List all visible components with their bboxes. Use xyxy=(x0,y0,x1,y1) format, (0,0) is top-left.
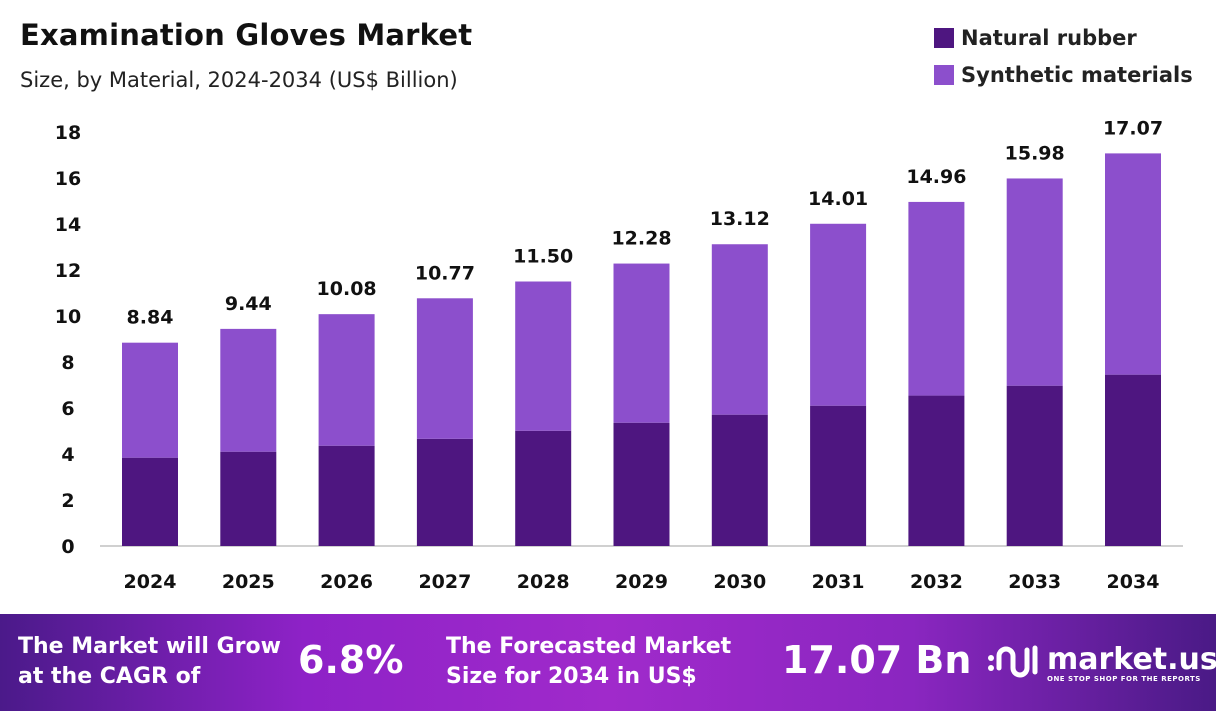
y-tick-label: 12 xyxy=(55,260,81,282)
y-tick-label: 18 xyxy=(55,122,81,144)
forecast-value: 17.07 Bn xyxy=(782,638,972,682)
legend-swatch xyxy=(934,65,954,85)
x-tick-label: 2031 xyxy=(812,571,865,593)
logo-text: market.us xyxy=(1047,641,1216,677)
cagr-label-line: The Market will Grow xyxy=(18,634,281,659)
bar-natural-rubber xyxy=(1006,385,1063,546)
bar-natural-rubber xyxy=(908,395,965,546)
legend-label: Natural rubber xyxy=(961,26,1137,50)
bar-natural-rubber xyxy=(810,405,867,546)
bar-synthetic-materials xyxy=(1105,153,1161,375)
x-tick-label: 2027 xyxy=(418,571,471,593)
x-tick-label: 2030 xyxy=(713,571,766,593)
x-tick-label: 2028 xyxy=(517,571,570,593)
y-tick-label: 4 xyxy=(61,444,74,466)
x-tick-label: 2034 xyxy=(1107,571,1160,593)
bar-synthetic-materials xyxy=(416,298,473,439)
bar-natural-rubber xyxy=(220,451,277,546)
total-data-label: 14.96 xyxy=(906,166,966,188)
x-tick-label: 2032 xyxy=(910,571,963,593)
y-tick-label: 16 xyxy=(55,168,81,190)
chart-title: Examination Gloves Market xyxy=(20,18,473,52)
total-data-label: 12.28 xyxy=(611,228,671,250)
legend-label: Synthetic materials xyxy=(961,63,1193,87)
y-tick-label: 10 xyxy=(55,306,81,328)
y-tick-label: 2 xyxy=(61,490,74,512)
logo-icon xyxy=(988,645,1038,678)
cagr-label-line: at the CAGR of xyxy=(18,664,201,689)
bar-natural-rubber xyxy=(613,422,670,546)
total-data-label: 15.98 xyxy=(1005,142,1065,164)
total-data-label: 17.07 xyxy=(1103,117,1163,139)
bar-natural-rubber xyxy=(416,438,473,546)
legend-item-natural-rubber: Natural rubber xyxy=(934,26,1193,50)
footer-banner: The Market will Grow at the CAGR of 6.8% … xyxy=(0,614,1216,711)
y-tick-label: 0 xyxy=(61,536,74,558)
bar-natural-rubber xyxy=(711,414,768,546)
total-data-label: 11.50 xyxy=(513,246,573,268)
x-tick-label: 2024 xyxy=(124,571,177,593)
cagr-label: The Market will Grow at the CAGR of xyxy=(18,632,281,692)
forecast-label-line: Size for 2034 in US$ xyxy=(446,664,697,689)
bar-synthetic-materials xyxy=(220,328,277,452)
logo-tagline: ONE STOP SHOP FOR THE REPORTS xyxy=(1047,674,1201,683)
y-tick-label: 6 xyxy=(61,398,74,420)
legend: Natural rubber Synthetic materials xyxy=(934,26,1193,100)
total-data-label: 10.08 xyxy=(317,278,377,300)
y-tick-label: 8 xyxy=(61,352,74,374)
x-tick-label: 2029 xyxy=(615,571,668,593)
total-data-label: 10.77 xyxy=(415,262,475,284)
x-tick-label: 2025 xyxy=(222,571,275,593)
total-data-label: 13.12 xyxy=(710,208,770,230)
forecast-label-line: The Forecasted Market xyxy=(446,634,732,659)
market-us-logo: market.us ONE STOP SHOP FOR THE REPORTS xyxy=(985,638,1216,686)
total-data-label: 8.84 xyxy=(127,307,174,329)
bar-synthetic-materials xyxy=(1006,178,1063,386)
bar-synthetic-materials xyxy=(122,342,178,458)
bar-synthetic-materials xyxy=(810,223,867,406)
bar-synthetic-materials xyxy=(711,244,768,415)
bar-synthetic-materials xyxy=(515,281,572,431)
bar-synthetic-materials xyxy=(908,201,965,396)
x-tick-label: 2033 xyxy=(1008,571,1061,593)
x-tick-label: 2026 xyxy=(320,571,373,593)
legend-item-synthetic-materials: Synthetic materials xyxy=(934,63,1193,87)
bar-natural-rubber xyxy=(122,457,178,546)
bar-natural-rubber xyxy=(318,445,375,546)
total-data-label: 14.01 xyxy=(808,188,868,210)
bar-natural-rubber xyxy=(1105,374,1161,546)
chart-subtitle: Size, by Material, 2024-2034 (US$ Billio… xyxy=(20,68,458,92)
legend-swatch xyxy=(934,28,954,48)
y-tick-label: 14 xyxy=(55,214,81,236)
bar-synthetic-materials xyxy=(613,263,670,423)
bar-natural-rubber xyxy=(515,430,572,546)
chart-plot: 0 2 4 6 8 10 12 14 16 18 8.84 2024 9.44 2025 10.08 2026… xyxy=(55,117,1183,593)
bar-synthetic-materials xyxy=(318,314,375,446)
cagr-value: 6.8% xyxy=(298,638,404,682)
total-data-label: 9.44 xyxy=(225,293,272,315)
forecast-label: The Forecasted Market Size for 2034 in US… xyxy=(446,632,731,692)
